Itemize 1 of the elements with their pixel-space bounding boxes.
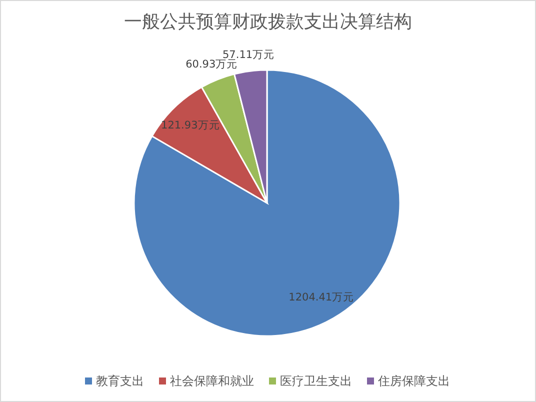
title: 一般公共预算财政拨款支出决算结构 [124,12,412,32]
